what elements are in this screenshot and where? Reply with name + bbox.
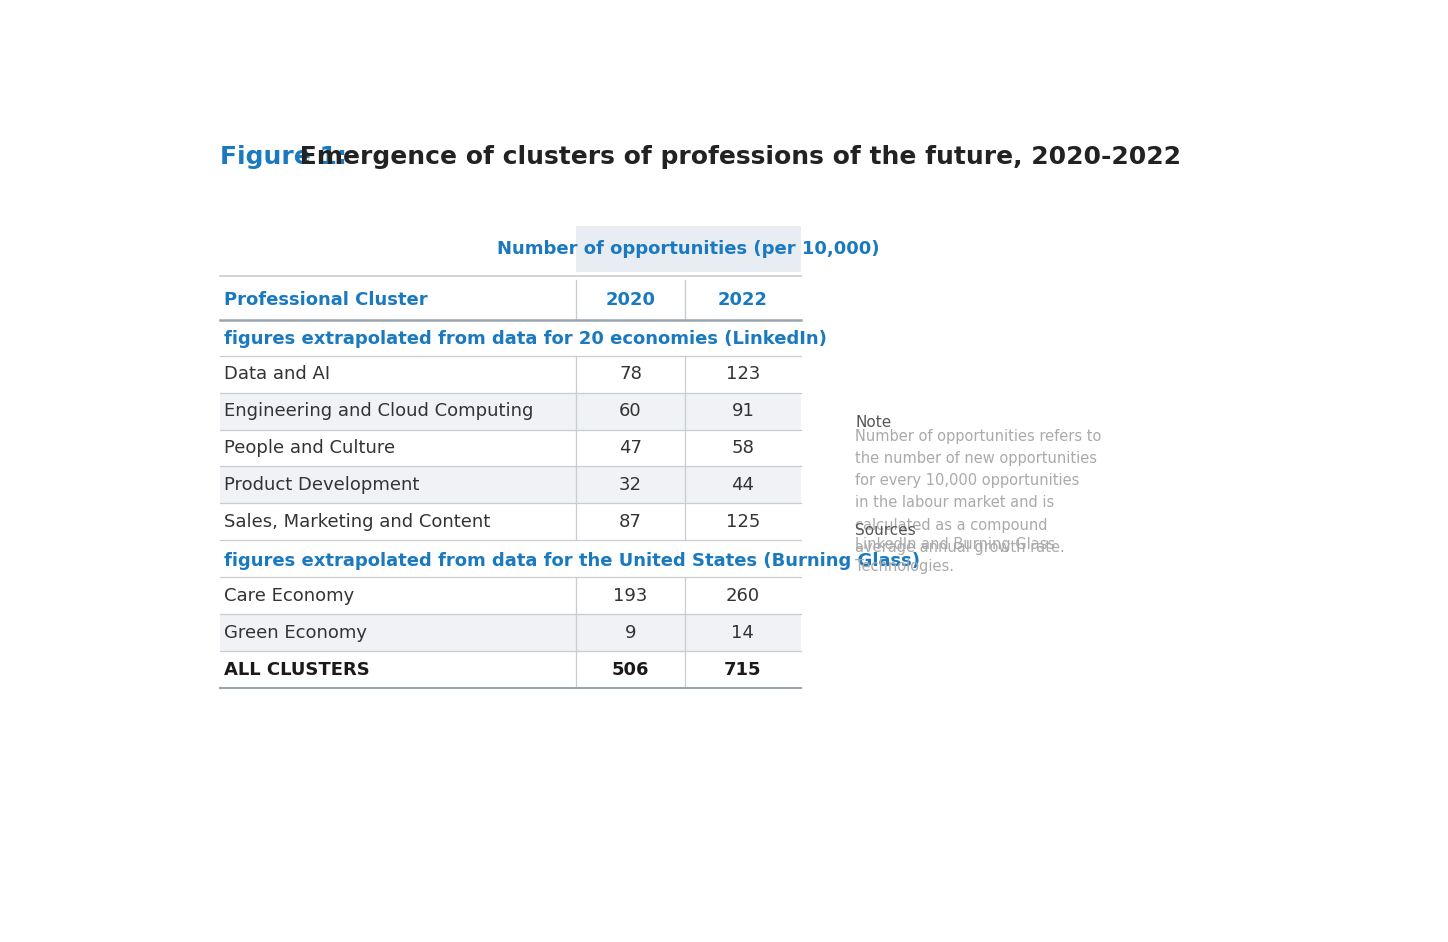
Text: People and Culture: People and Culture <box>224 439 395 457</box>
Text: Emergence of clusters of professions of the future, 2020-2022: Emergence of clusters of professions of … <box>291 145 1182 170</box>
Text: Sources: Sources <box>856 523 917 538</box>
Text: 125: 125 <box>725 512 760 531</box>
Text: Figure 1:: Figure 1: <box>220 145 346 170</box>
Text: 87: 87 <box>620 512 641 531</box>
Text: Number of opportunities refers to
the number of new opportunities
for every 10,0: Number of opportunities refers to the nu… <box>856 429 1102 555</box>
Text: Sales, Marketing and Content: Sales, Marketing and Content <box>224 512 491 531</box>
Text: 60: 60 <box>620 402 641 420</box>
Text: 58: 58 <box>731 439 754 457</box>
Text: 506: 506 <box>611 660 649 679</box>
Text: Number of opportunities (per 10,000): Number of opportunities (per 10,000) <box>497 240 880 258</box>
Text: Engineering and Cloud Computing: Engineering and Cloud Computing <box>224 402 534 420</box>
Text: figures extrapolated from data for 20 economies (LinkedIn): figures extrapolated from data for 20 ec… <box>224 331 827 349</box>
Text: 2022: 2022 <box>718 291 767 309</box>
Text: 9: 9 <box>624 624 636 642</box>
Text: 193: 193 <box>614 587 647 605</box>
FancyBboxPatch shape <box>220 466 801 503</box>
Text: Professional Cluster: Professional Cluster <box>224 291 429 309</box>
Text: 14: 14 <box>731 624 754 642</box>
Text: 47: 47 <box>618 439 641 457</box>
Text: 123: 123 <box>725 365 760 383</box>
Text: 91: 91 <box>731 402 754 420</box>
FancyBboxPatch shape <box>220 614 801 651</box>
Text: 32: 32 <box>618 476 641 494</box>
Text: figures extrapolated from data for the United States (Burning Glass): figures extrapolated from data for the U… <box>224 552 921 570</box>
Text: 260: 260 <box>725 587 760 605</box>
Text: 44: 44 <box>731 476 754 494</box>
Text: Care Economy: Care Economy <box>224 587 355 605</box>
Text: Note: Note <box>856 414 892 430</box>
Text: Green Economy: Green Economy <box>224 624 368 642</box>
Text: 2020: 2020 <box>605 291 656 309</box>
Text: 78: 78 <box>620 365 641 383</box>
Text: Data and AI: Data and AI <box>224 365 330 383</box>
Text: Product Development: Product Development <box>224 476 420 494</box>
FancyBboxPatch shape <box>220 393 801 430</box>
Text: ALL CLUSTERS: ALL CLUSTERS <box>224 660 371 679</box>
Text: LinkedIn and Burning Glass
Technologies.: LinkedIn and Burning Glass Technologies. <box>856 537 1056 574</box>
Text: 715: 715 <box>724 660 762 679</box>
FancyBboxPatch shape <box>576 226 801 272</box>
